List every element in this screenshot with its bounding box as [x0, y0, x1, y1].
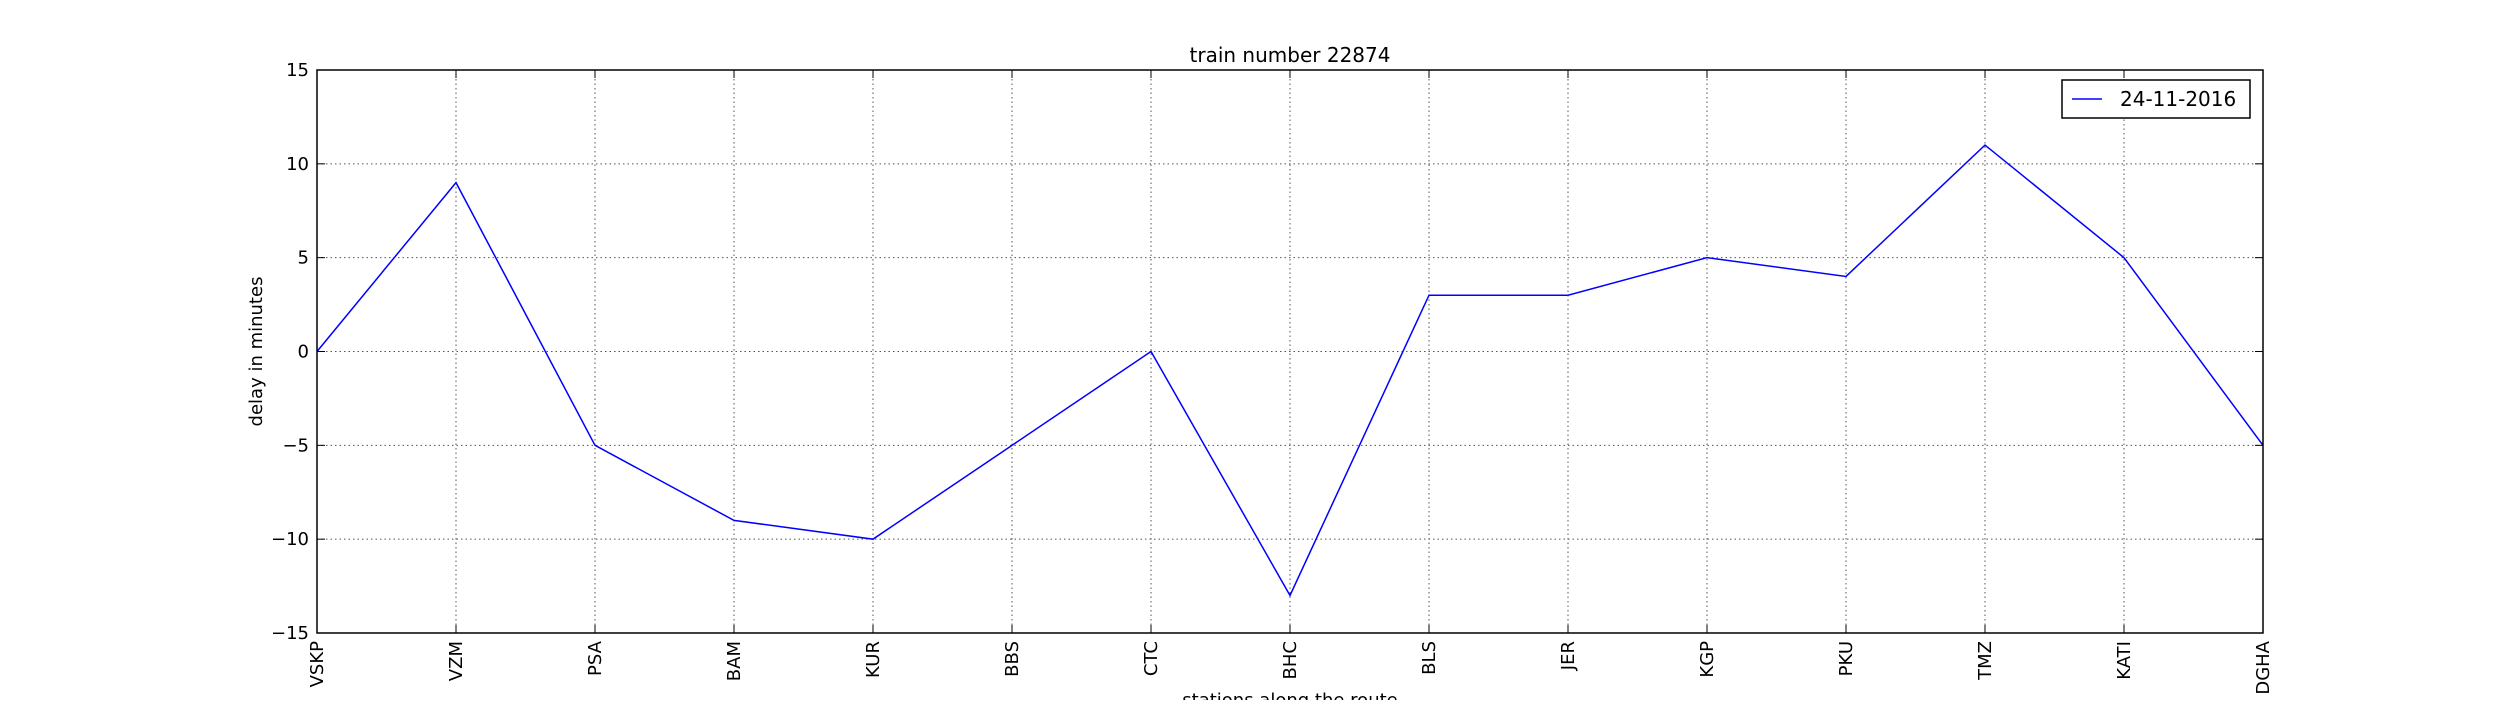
x-tick-label: PSA — [585, 640, 606, 676]
x-tick-label: KGP — [1697, 641, 1718, 678]
x-tick-label: PKU — [1836, 641, 1857, 676]
y-tick-label: 0 — [298, 342, 309, 363]
x-tick-label: BHC — [1280, 641, 1301, 679]
ticks: −15 −10 −5 0 5 10 15 VSKP VZM PSA BAM KUR BBS CTC BHC B… — [271, 60, 2274, 695]
x-tick-label: DGHA — [2253, 640, 2274, 694]
x-axis-label: stations along the route — [1182, 690, 1397, 700]
series-layer — [316, 144, 2264, 598]
y-tick-label: −10 — [271, 529, 309, 550]
x-tick-label: VSKP — [307, 641, 328, 688]
y-tick-label: −15 — [271, 623, 309, 644]
legend: 24-11-2016 — [2061, 79, 2251, 119]
x-tick-label: BBS — [1002, 641, 1023, 677]
x-tick-label: CTC — [1141, 641, 1162, 676]
y-tick-label: 10 — [286, 154, 309, 175]
x-tick-label: KATI — [2114, 641, 2135, 680]
x-tick-label: BLS — [1419, 641, 1440, 675]
x-tick-label: TMZ — [1975, 641, 1996, 681]
y-tick-label: 15 — [286, 60, 309, 81]
y-axis-label: delay in minutes — [246, 277, 267, 427]
chart-title: train number 22874 — [1190, 43, 1391, 67]
y-tick-label: 5 — [298, 248, 309, 269]
x-tick-label: VZM — [446, 641, 467, 681]
x-tick-label: KUR — [863, 641, 884, 678]
x-tick-label: BAM — [724, 641, 745, 681]
series-line — [316, 144, 2264, 598]
y-tick-label: −5 — [282, 435, 309, 456]
x-tick-label: JER — [1558, 641, 1579, 671]
legend-label: 24-11-2016 — [2120, 87, 2236, 111]
